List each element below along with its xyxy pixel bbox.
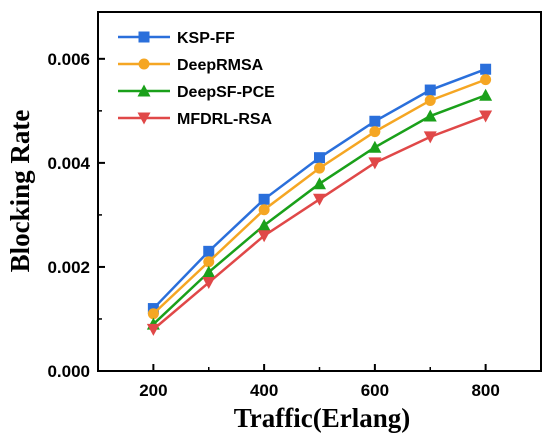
data-point <box>314 152 325 164</box>
x-tick-label: 400 <box>250 381 278 400</box>
data-point <box>480 74 492 86</box>
legend-label: DeepRMSA <box>177 57 264 74</box>
legend: KSP-FF DeepRMSA DeepSF-PCE MFDRL-RSA <box>118 30 275 128</box>
data-point <box>423 109 437 122</box>
data-point <box>257 218 271 231</box>
legend-marker <box>138 31 150 43</box>
series-line <box>152 94 487 326</box>
data-point <box>369 126 381 138</box>
legend-marker <box>137 112 151 125</box>
y-tick-label: 0.000 <box>47 362 90 381</box>
data-point <box>479 88 493 101</box>
series-line <box>152 114 487 331</box>
data-point <box>368 140 382 153</box>
x-tick-label: 200 <box>139 381 167 400</box>
data-point <box>480 63 492 75</box>
data-point <box>368 157 382 170</box>
series-deeprmsa <box>147 74 492 320</box>
data-point <box>479 110 493 123</box>
legend-marker <box>137 84 151 97</box>
y-tick-label: 0.002 <box>47 258 90 277</box>
data-point <box>202 277 216 290</box>
y-tick-label: 0.006 <box>47 50 90 69</box>
data-point <box>147 308 159 320</box>
plot-frame <box>97 11 542 372</box>
legend-label: DeepSF-PCE <box>177 84 275 101</box>
legend-item-mfdrl-rsa: MFDRL-RSA <box>118 111 273 128</box>
data-point <box>423 131 437 144</box>
data-point <box>203 245 215 257</box>
series-mfdrl-rsa <box>146 110 493 336</box>
data-point <box>203 256 215 268</box>
data-point <box>146 323 160 336</box>
data-point <box>314 162 325 174</box>
x-tick-label: 800 <box>471 381 499 400</box>
legend-item-deeprmsa: DeepRMSA <box>118 57 264 74</box>
legend-label: MFDRL-RSA <box>177 111 273 128</box>
x-tick-label: 600 <box>361 381 389 400</box>
data-point <box>258 204 270 216</box>
series-layer <box>146 63 493 336</box>
y-tick-label: 0.004 <box>47 154 90 173</box>
data-point <box>202 265 216 278</box>
legend-item-deepsf-pce: DeepSF-PCE <box>118 84 275 101</box>
legend-marker <box>138 58 150 70</box>
legend-item-ksp-ff: KSP-FF <box>118 30 235 47</box>
axes: 200 400 600 800 0.000 0.002 0.004 0.006 <box>47 11 542 400</box>
data-point <box>313 177 326 190</box>
data-point <box>313 193 326 206</box>
data-point <box>424 84 436 96</box>
x-axis-title: Traffic(Erlang) <box>234 403 410 433</box>
data-point <box>258 193 270 205</box>
data-point <box>257 230 271 243</box>
data-point <box>424 94 436 106</box>
series-deepsf-pce <box>146 88 493 330</box>
y-axis-title: Blocking Rate <box>5 110 35 273</box>
data-point <box>369 115 381 127</box>
legend-label: KSP-FF <box>177 30 235 47</box>
